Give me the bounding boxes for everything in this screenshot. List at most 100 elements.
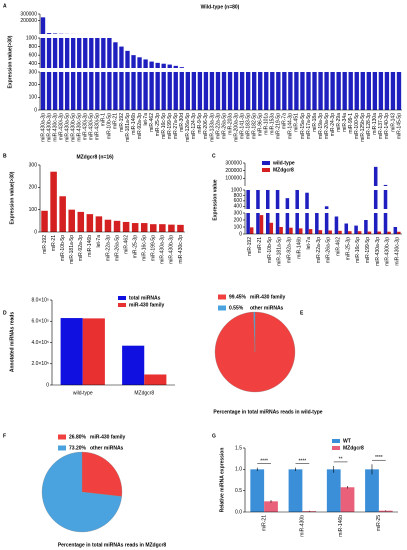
legend-swatch xyxy=(262,161,270,165)
x-tick-label: miR-29a xyxy=(336,113,342,132)
y-tick-label: 1000 xyxy=(26,35,37,41)
y-tick-label: 100 xyxy=(29,95,38,101)
bar xyxy=(167,72,172,110)
x-tick-label: miR-25-3p xyxy=(345,237,351,261)
pie-slice xyxy=(81,451,123,497)
caption: Percentage in total miRNAs reads in MZdg… xyxy=(58,542,167,548)
y-axis-label: Expression value xyxy=(212,179,218,220)
bar xyxy=(295,213,299,234)
x-tick-label: miR-462 xyxy=(336,237,342,256)
bar xyxy=(41,210,48,232)
x-tick-label: miR-462 xyxy=(123,235,129,254)
y-tick-label: 200 xyxy=(29,185,38,191)
bar xyxy=(119,72,124,110)
y-axis-label: Annotated miRNAs reads xyxy=(9,312,15,373)
x-tick-label: miR-141-3p xyxy=(239,113,245,139)
x-tick-label: miR-182-5p xyxy=(252,113,258,139)
caption: Percentage in total miRNAs reads in wild… xyxy=(213,409,322,415)
bar xyxy=(256,213,260,234)
bar xyxy=(282,72,287,110)
y-tick-label: 1.5 xyxy=(235,445,242,451)
y-tick-label: 0 xyxy=(239,231,242,237)
legend-label: MZdgcr8 xyxy=(273,167,294,173)
bar xyxy=(40,17,46,34)
x-tick-label: miR-143 xyxy=(390,113,396,132)
x-tick-label: miR-1 xyxy=(101,113,107,127)
bar xyxy=(330,72,335,110)
x-tick-label: miR-153a xyxy=(270,113,276,135)
bar xyxy=(390,72,396,110)
x-tick-label: miR-183-5p xyxy=(245,113,251,139)
bar xyxy=(324,72,329,110)
bar xyxy=(173,65,178,68)
bar xyxy=(40,38,46,68)
bar xyxy=(143,59,148,68)
bar xyxy=(46,72,52,110)
x-tick-label: let-7a xyxy=(306,237,312,250)
bar xyxy=(191,72,197,110)
bar xyxy=(89,72,94,110)
bar xyxy=(288,469,303,512)
y-tick-label: 400 xyxy=(234,204,243,210)
x-tick-label: miR-181a-5p xyxy=(125,113,131,142)
bar xyxy=(269,222,274,234)
bar xyxy=(125,50,130,68)
x-tick-label: miR-27a-5p xyxy=(173,113,179,139)
x-tick-label: miR-430c-3p xyxy=(178,235,184,264)
bar xyxy=(239,72,245,110)
bar xyxy=(101,72,106,110)
significance: **** xyxy=(260,458,268,464)
bar xyxy=(334,216,339,234)
bar xyxy=(373,190,378,209)
bar xyxy=(373,213,378,234)
bar xyxy=(167,64,172,68)
bar xyxy=(318,72,323,110)
bar xyxy=(324,206,329,209)
bar xyxy=(354,72,359,110)
bar xyxy=(378,72,384,110)
x-tick-label: miR-192 xyxy=(247,237,253,256)
bar xyxy=(159,224,166,232)
bar xyxy=(285,213,290,234)
x-tick-label: miR-430i-3p xyxy=(58,113,64,140)
bar xyxy=(122,345,145,385)
x-tick-label: miR-430c-3p xyxy=(394,237,400,266)
x-tick-label: miR-21 xyxy=(261,515,267,531)
x-tick-label: miR-7a xyxy=(282,113,288,129)
x-tick-label: miR-20a-5p xyxy=(324,113,330,139)
x-tick-label: miR-126a-5p xyxy=(185,113,191,142)
bar xyxy=(298,228,303,234)
bar xyxy=(344,223,349,234)
bar xyxy=(250,469,265,512)
x-tick-label: miR-430j-3p xyxy=(83,113,89,140)
x-tick-label: miR-18a xyxy=(312,113,318,132)
y-tick-label: 600 xyxy=(234,198,243,204)
x-tick-label: miR-430a-5p xyxy=(64,113,70,142)
value-label: 0.55% xyxy=(229,305,244,311)
x-tick-label: miR-26a-5p xyxy=(221,113,227,139)
bar xyxy=(264,72,269,110)
bar xyxy=(308,229,313,234)
bar xyxy=(246,213,250,234)
bar xyxy=(288,72,293,110)
panel-letter: C xyxy=(212,153,216,159)
bar xyxy=(59,196,66,232)
bar xyxy=(149,61,154,68)
x-tick-label: miR-146b xyxy=(131,113,137,135)
panel-letter: F xyxy=(3,433,6,439)
bar xyxy=(275,190,280,209)
x-tick-label: miR-22a-3p xyxy=(105,235,111,261)
legend-swatch xyxy=(332,446,340,450)
x-tick-label: miR-101a xyxy=(264,113,270,135)
x-tick-label: miR-206-3p xyxy=(203,113,209,139)
bar xyxy=(295,190,299,209)
bar xyxy=(58,72,64,110)
y-tick-label: 200 xyxy=(29,82,38,88)
bar xyxy=(95,72,100,110)
y-tick-label: 0 xyxy=(46,382,49,388)
bar xyxy=(265,213,270,234)
bar xyxy=(233,72,239,110)
x-tick-label: miR-430i-5p xyxy=(89,113,95,140)
bar xyxy=(340,487,355,512)
y-tick-label: 300000 xyxy=(225,160,242,166)
